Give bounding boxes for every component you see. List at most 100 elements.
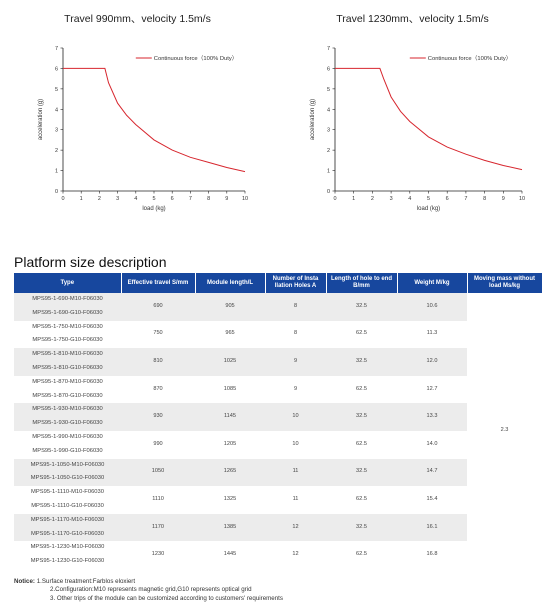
table-row: MPS95-1-1110-G10-F06030 [14,500,542,514]
length-cell: 1325 [223,496,237,503]
weight-cell: 16.1 [397,513,467,542]
table-row: MPS95-1-1110-M10-F06030 1110 1325 11 62.5 15.… [14,486,542,502]
y-tick-label: 2 [55,148,58,154]
travel-cell: 930 [121,403,195,431]
x-tick-label: 2 [98,196,101,202]
x-tick-label: 10 [242,196,248,202]
type-cell: MPS95-1-870-M10-F06030 [32,378,103,385]
holes-cell: 10 [292,440,299,447]
length-cell: 1265 [195,458,265,487]
x-tick-label: 5 [152,196,155,202]
weight-cell: 14.0 [426,440,438,447]
table-row: MPS95-1-1170-G10-F06030 [14,527,542,542]
x-tick-label: 8 [207,196,210,202]
weight-cell: 13.3 [397,403,467,431]
table-row: MPS95-1-990-M10-F06030 990 1205 10 62.5 14.0 [14,431,542,447]
column-header: Effective travel S/mm [121,273,196,293]
x-tick-label: 3 [116,196,119,202]
type-cell: MPS95-1-1230-G10-F06030 [30,558,105,565]
type-cell: MPS95-1-1050-M10-F06030 [14,458,121,473]
weight-cell: 14.7 [397,458,467,487]
column-header: Number of Insta llation Holes A [265,273,327,293]
table-row: MPS95-1-750-G10-F06030 [14,334,542,348]
holes-cell: 12 [292,551,299,558]
y-tick-label: 3 [327,128,330,134]
length-cell: 905 [195,293,265,321]
series-line [63,67,246,173]
type-cell: MPS95-1-1110-M10-F06030 [31,489,104,496]
x-tick-label: 2 [371,196,374,202]
legend-label: Continuous force（100% Duty） [428,55,512,62]
x-axis-label: load (kg) [417,206,440,212]
y-tick-label: 0 [55,189,58,195]
y-tick-label: 5 [327,87,330,93]
type-cell: MPS95-1-1110-G10-F06030 [31,502,104,509]
y-tick-label: 5 [55,87,58,93]
travel-cell: 1050 [121,458,195,487]
section-title: Platform size description [14,254,167,270]
legend-label: Continuous force（100% Duty） [154,55,238,62]
type-cell: MPS95-1-990-M10-F06030 [32,433,103,440]
x-tick-label: 9 [502,196,505,202]
y-tick-label: 4 [327,107,330,113]
chart-travel-990: Travel 990mm、velocity 1.5m/s 0 1 2 3 4 5 6 7 8 9 1… [0,0,275,225]
y-axis-label: acceleration (g) [38,99,44,140]
type-cell: MPS95-1-930-G10-F06030 [14,417,121,431]
table-row: MPS95-1-1050-G10-F06030 [14,472,542,487]
holes-cell: 9 [293,385,298,392]
column-header: Type [14,273,122,293]
length-cell: 1085 [223,385,237,392]
y-tick-label: 2 [327,148,330,154]
notice-line: 3. Other trips of the module can be cust… [50,594,283,602]
type-cell: MPS95-1-810-G10-F06030 [14,361,121,376]
b-cell: 62.5 [356,551,367,558]
b-cell: 32.5 [326,403,397,431]
chart-title: Travel 990mm、velocity 1.5m/s [64,13,211,25]
x-tick-label: 0 [333,196,336,202]
travel-cell: 870 [153,385,163,392]
x-axis-label: load (kg) [142,206,165,212]
notice-label: Notice: [14,578,35,585]
travel-cell: 1170 [121,513,195,542]
notice: Notice: 1.Surface treatment:Farblos elox… [14,578,283,603]
column-header: Moving mass without load Ms/kg [467,273,543,293]
chart-travel-1230: Travel 1230mm、velocity 1.5m/s 0 1 2 3 4 5 6 7 8 9… [275,0,550,225]
x-tick-label: 9 [225,196,228,202]
b-cell: 32.5 [326,513,397,542]
holes-cell: 10 [265,403,326,431]
holes-cell: 9 [265,348,326,376]
table-row: MPS95-1-1230-G10-F06030 [14,555,542,569]
table-row: MPS95-1-810-G10-F06030 [14,361,542,376]
holes-cell: 8 [293,330,298,337]
b-cell: 62.5 [356,330,367,337]
weight-cell: 16.8 [426,551,438,558]
acceleration-chart: 0 1 2 3 4 5 6 7 8 9 10 0 1 2 3 4 5 6 7 load (kg) acceleratio… [38,46,248,212]
x-tick-label: 8 [483,196,486,202]
type-cell: MPS95-1-690-M10-F06030 [14,293,121,307]
travel-cell: 810 [121,348,195,376]
table-row: MPS95-1-810-M10-F06030 810 1025 9 32.5 12.0 [14,348,542,376]
y-axis-label: acceleration (g) [310,99,316,140]
x-tick-label: 6 [171,196,174,202]
type-cell: MPS95-1-870-G10-F06030 [32,392,103,399]
y-tick-label: 6 [327,66,330,72]
x-tick-label: 3 [390,196,393,202]
y-tick-label: 3 [55,128,58,134]
b-cell: 32.5 [326,348,397,376]
holes-cell: 11 [292,496,299,503]
notice-line: 2.Configuration:M10 represents magnetic … [50,586,252,594]
y-tick-label: 0 [327,189,330,195]
holes-cell: 11 [265,458,326,487]
column-header: Weight M/kg [397,273,468,293]
length-cell: 1025 [195,348,265,376]
travel-cell: 750 [153,330,163,337]
length-cell: 1205 [223,440,237,447]
b-cell: 62.5 [356,440,367,447]
x-tick-label: 7 [189,196,192,202]
travel-cell: 1230 [151,551,165,558]
travel-cell: 990 [153,440,163,447]
table-row: MPS95-1-750-M10-F06030 750 965 8 62.5 11.3 [14,321,542,337]
x-tick-label: 6 [446,196,449,202]
y-tick-label: 7 [55,46,58,52]
table-row: MPS95-1-690-G10-F06030 [14,306,542,321]
